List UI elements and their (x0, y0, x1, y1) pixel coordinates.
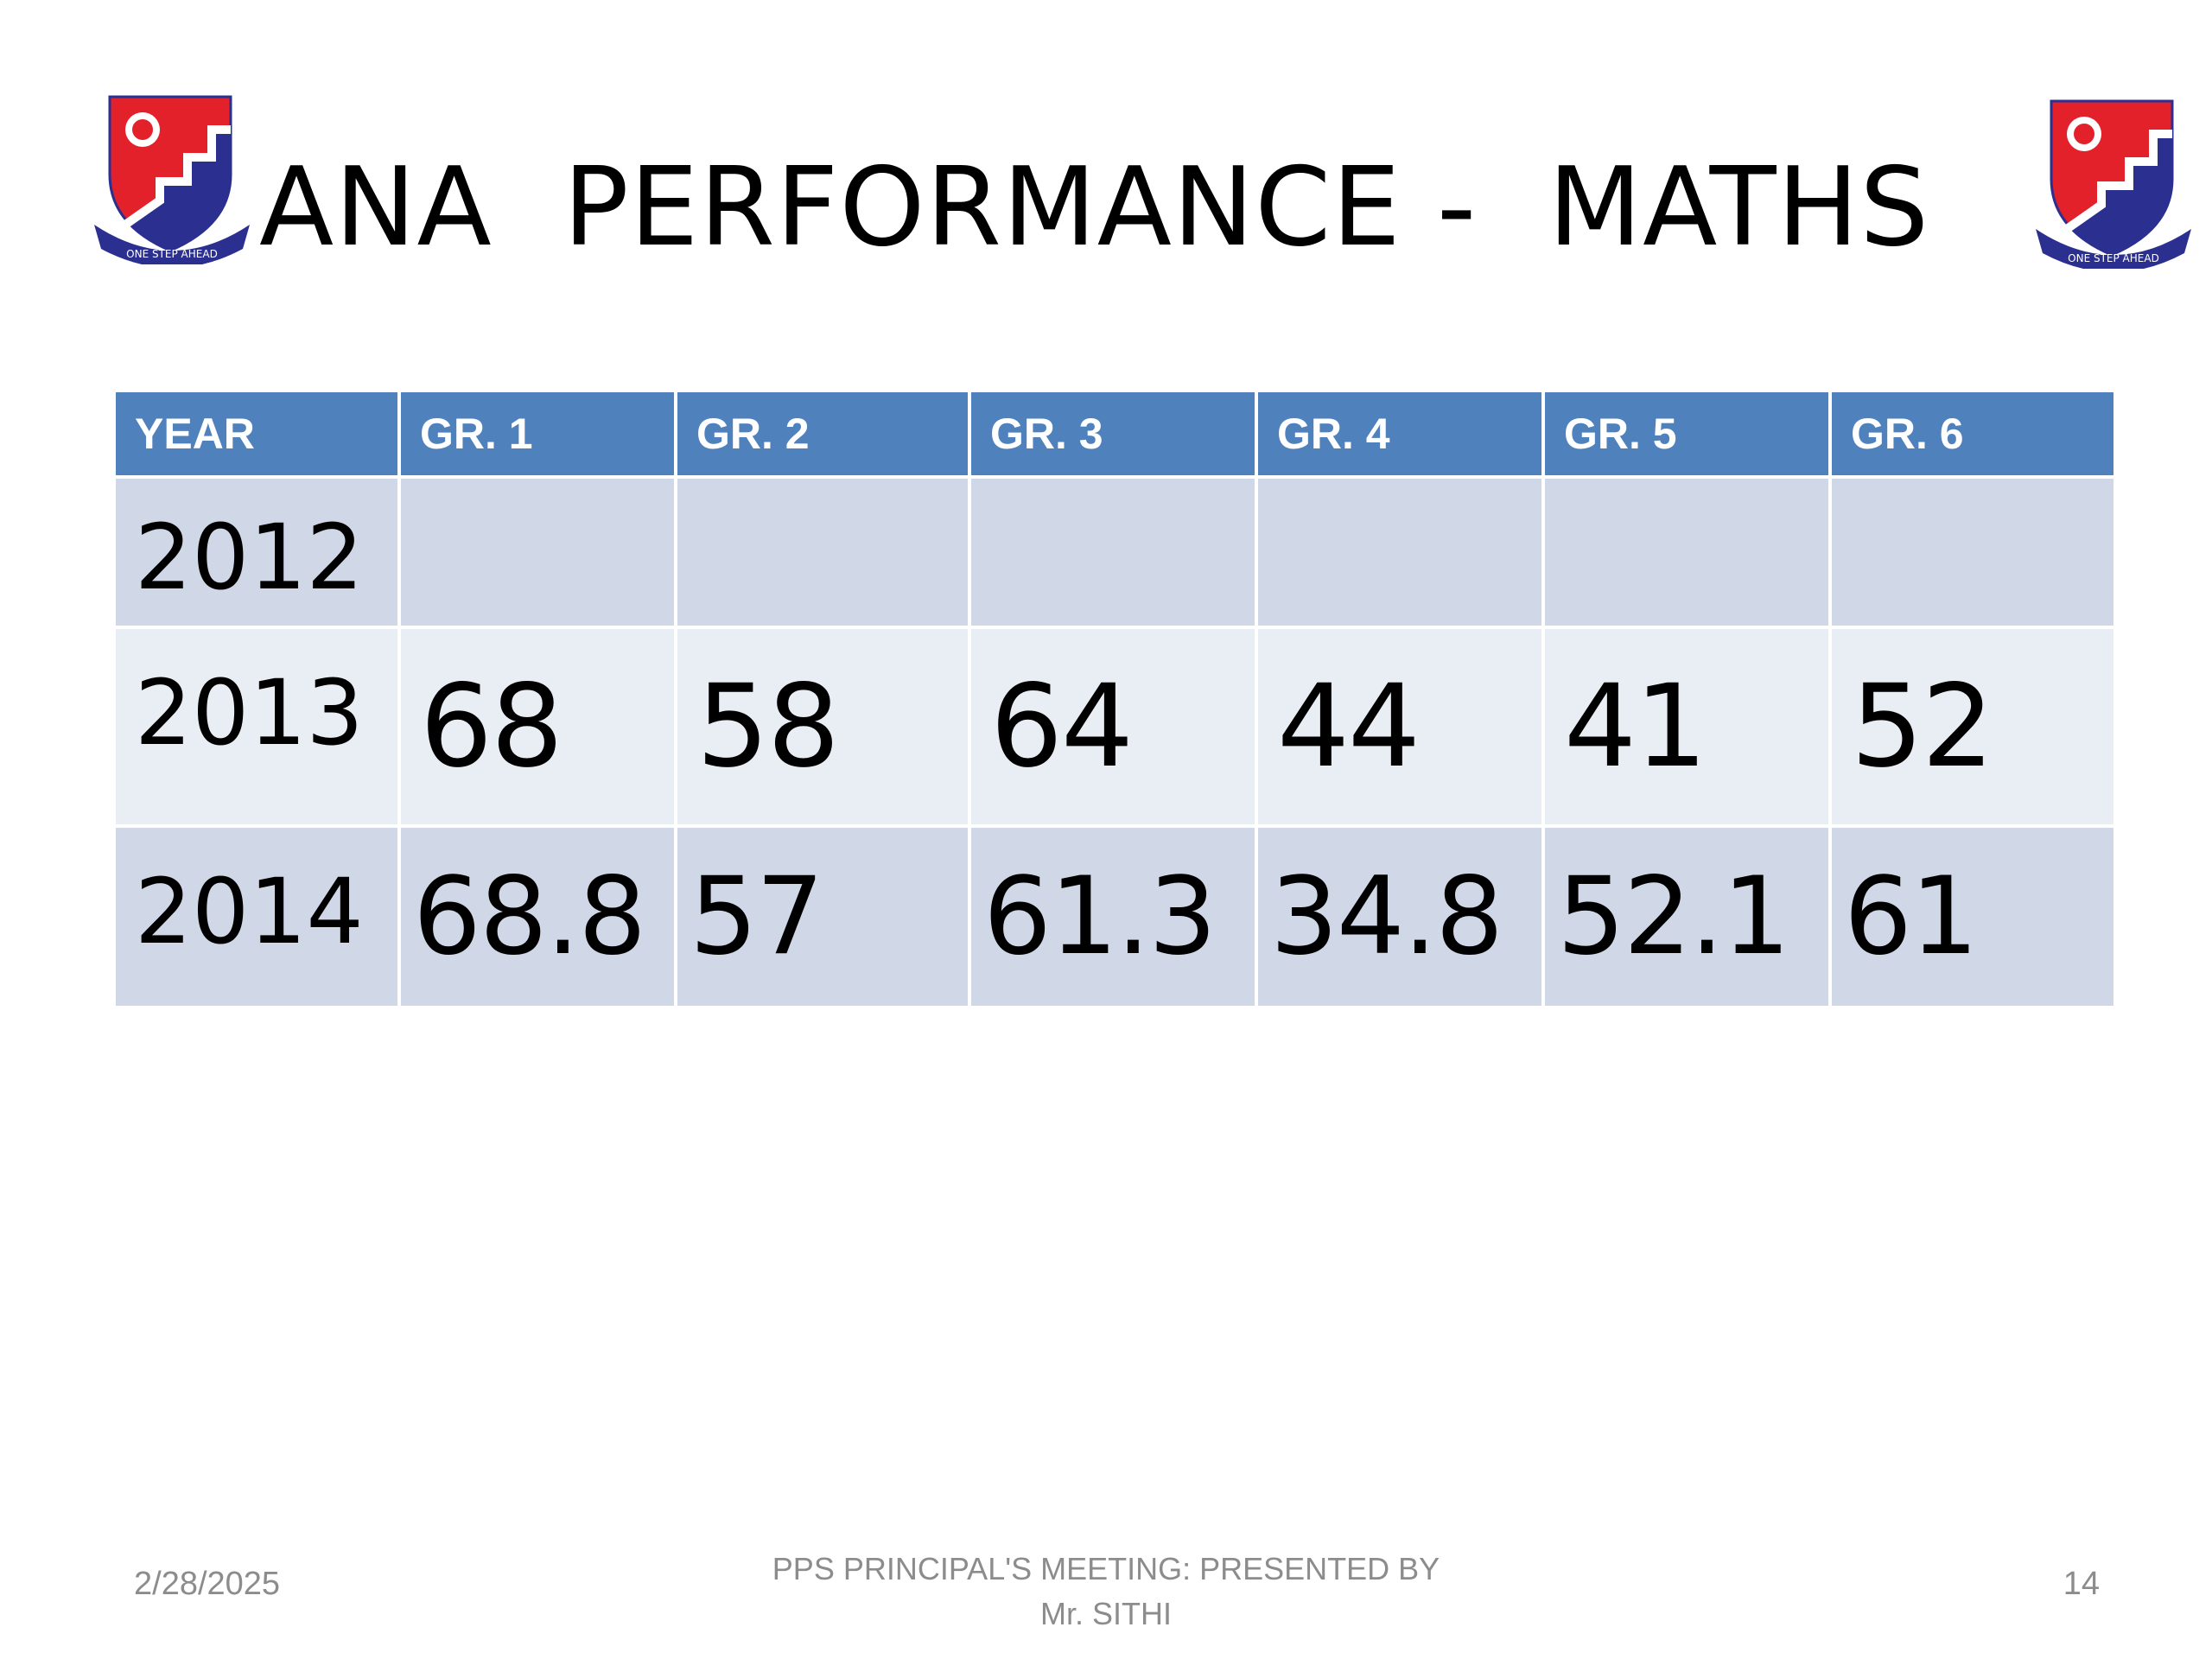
school-crest-left: ONE STEP AHEAD (94, 95, 250, 264)
header-year: YEAR (116, 392, 397, 475)
crest-motto-right: ONE STEP AHEAD (2068, 252, 2159, 264)
year-cell: 2012 (116, 479, 397, 626)
header-grade-5: GR. 5 (1545, 392, 1828, 475)
header-grade-1: GR. 1 (401, 392, 674, 475)
year-cell: 2013 (116, 629, 397, 824)
value-cell (1545, 479, 1828, 626)
header-grade-3: GR. 3 (971, 392, 1255, 475)
footer-line-2: Mr. SITHI (1040, 1596, 1172, 1631)
value-cell: 52 (1832, 629, 2113, 824)
slide-title: ANA PERFORMANCE - MATHS (259, 143, 1930, 270)
value-cell (677, 479, 968, 626)
footer-presenter: PPS PRINCIPAL'S MEETING: PRESENTED BY Mr… (674, 1547, 1538, 1637)
value-cell (1258, 479, 1541, 626)
value-cell: 68 (401, 629, 674, 824)
footer-line-1: PPS PRINCIPAL'S MEETING: PRESENTED BY (772, 1551, 1440, 1586)
value-cell: 64 (971, 629, 1255, 824)
value-cell (401, 479, 674, 626)
value-cell: 52.1 (1545, 828, 1828, 1006)
table-row-2013: 2013 68 58 64 44 41 52 (116, 629, 2113, 824)
header-grade-2: GR. 2 (677, 392, 968, 475)
table-header-row: YEAR GR. 1 GR. 2 GR. 3 GR. 4 GR. 5 GR. 6 (116, 392, 2113, 475)
table-row-2012: 2012 (116, 479, 2113, 626)
value-cell: 68.8 (401, 828, 674, 1006)
header-grade-4: GR. 4 (1258, 392, 1541, 475)
year-cell: 2014 (116, 828, 397, 1006)
value-cell: 61 (1832, 828, 2113, 1006)
school-crest-right: ONE STEP AHEAD (2036, 99, 2191, 269)
value-cell (1832, 479, 2113, 626)
slide-number: 14 (2063, 1566, 2100, 1602)
header-grade-6: GR. 6 (1832, 392, 2113, 475)
value-cell (971, 479, 1255, 626)
value-cell: 58 (677, 629, 968, 824)
crest-motto-left: ONE STEP AHEAD (126, 248, 218, 260)
value-cell: 61.3 (971, 828, 1255, 1006)
footer-date: 2/28/2025 (134, 1566, 281, 1602)
results-table: YEAR GR. 1 GR. 2 GR. 3 GR. 4 GR. 5 GR. 6… (112, 389, 2117, 1009)
value-cell: 41 (1545, 629, 1828, 824)
value-cell: 57 (677, 828, 968, 1006)
value-cell: 34.8 (1258, 828, 1541, 1006)
table-row-2014: 2014 68.8 57 61.3 34.8 52.1 61 (116, 828, 2113, 1006)
value-cell: 44 (1258, 629, 1541, 824)
